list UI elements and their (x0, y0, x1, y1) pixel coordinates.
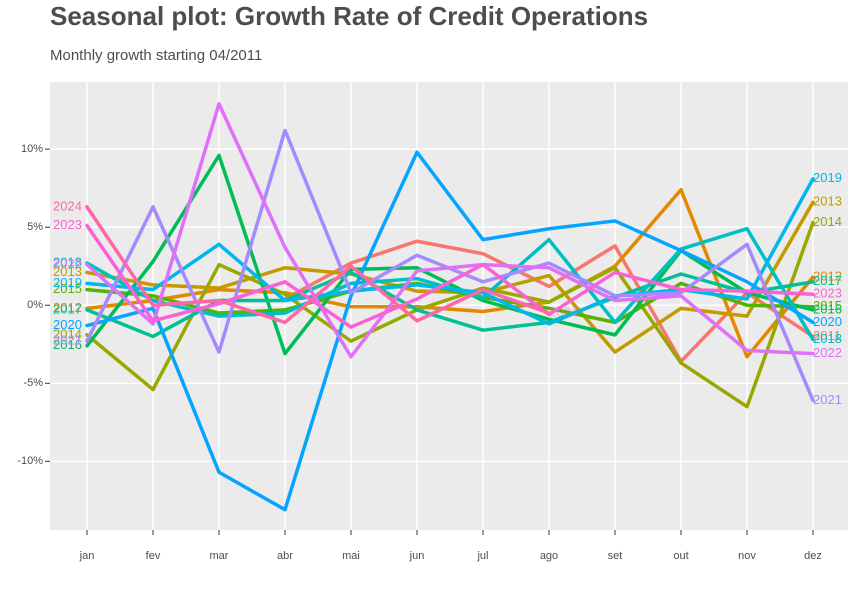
series-label: 2019 (813, 170, 842, 185)
series-label: 2012 (813, 269, 842, 284)
x-tick-label: set (608, 550, 623, 562)
x-tick-label: abr (277, 550, 293, 562)
series-label: 2018 (813, 331, 842, 346)
series-label: 2020 (813, 314, 842, 329)
series-line (85, 102, 815, 359)
series-line (85, 205, 551, 325)
x-tick-label: fev (146, 550, 161, 562)
series-label: 2023 (53, 217, 82, 232)
chart-subtitle: Monthly growth starting 04/2011 (50, 47, 262, 64)
x-tick-label: nov (738, 550, 756, 562)
series-label: 2016 (813, 301, 842, 316)
series-label: 2020 (53, 317, 82, 332)
series-line (85, 223, 815, 329)
series-label: 2013 (53, 264, 82, 279)
y-tick-label: -5% (23, 377, 43, 389)
x-tick-label: jan (79, 550, 95, 562)
series-label: 2019 (53, 275, 82, 290)
series-label: 2024 (549, 304, 578, 319)
series-line (283, 239, 815, 364)
series-label: 2024 (53, 198, 82, 213)
x-tick-label: mai (342, 550, 360, 562)
y-tick-label: 10% (21, 143, 43, 155)
series-label: 2021 (813, 392, 842, 407)
series-line (85, 187, 815, 359)
chart-title: Seasonal plot: Growth Rate of Credit Ope… (50, 1, 648, 31)
x-tick-label: dez (804, 550, 822, 562)
y-tick-label: 0% (27, 299, 43, 311)
series-line (85, 150, 815, 512)
series-label: 2013 (813, 194, 842, 209)
series-label: 2014 (813, 214, 842, 229)
series-label: 2022 (53, 256, 82, 271)
series-label: 2018 (53, 255, 82, 270)
series-label: 2022 (813, 345, 842, 360)
series-label: 2011 (813, 328, 841, 343)
x-tick-label: ago (540, 550, 558, 562)
series-label: 2017 (53, 301, 82, 316)
series-label: 2012 (53, 300, 82, 315)
series-line (85, 220, 815, 409)
series-label: 2014 (53, 326, 82, 341)
series-label: 2015 (813, 298, 842, 313)
x-tick-label: jul (476, 550, 488, 562)
x-tick-label: mar (210, 550, 229, 562)
y-tick-label: -10% (17, 455, 43, 467)
series-label: 2021 (53, 333, 82, 348)
y-tick-label: 5% (27, 221, 43, 233)
x-tick-label: jun (409, 550, 425, 562)
series-label: 2017 (813, 273, 842, 288)
series-label: 2015 (53, 281, 82, 296)
series-label: 2016 (53, 337, 82, 352)
series-label: 2023 (813, 286, 842, 301)
x-tick-label: out (673, 550, 688, 562)
